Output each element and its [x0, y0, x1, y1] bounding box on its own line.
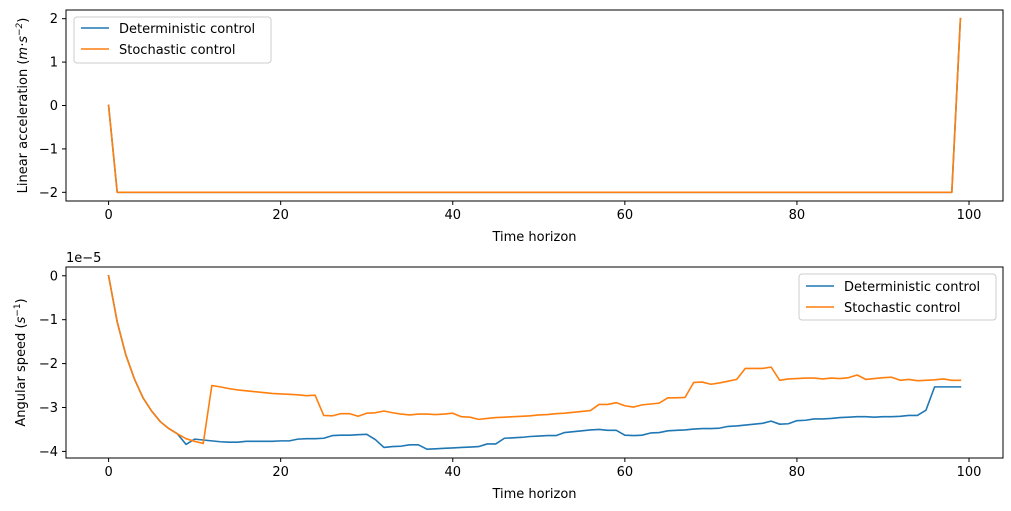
- top-x-tick-label: 40: [444, 208, 461, 223]
- top-legend: Deterministic control Stochastic control: [73, 16, 272, 64]
- bot-x-tick-label: 100: [957, 465, 982, 480]
- bot-x-tick-label: 80: [789, 465, 806, 480]
- bottom-legend-stochastic-label: Stochastic control: [844, 301, 960, 316]
- bottom-axes-frame: [65, 266, 1004, 459]
- bottom-legend-deterministic-label: Deterministic control: [844, 280, 980, 295]
- bot-y-tick-label: −3: [39, 401, 58, 416]
- bottom-y-axis-label: Angular speed (s−1): [13, 298, 29, 426]
- top-y-axis-label: Linear acceleration (m·s−2): [15, 18, 31, 194]
- top-x-axis-label: Time horizon: [491, 230, 576, 245]
- bottom-subplot: 0 20 40 60 80 100 −4 −3 −2 −1 0 1e−5 Time horizon…: [13, 251, 1004, 502]
- bot-stochastic-line: [107, 274, 962, 445]
- bot-y-tick-label: −2: [39, 357, 58, 372]
- bot-x-tick-label: 60: [617, 465, 634, 480]
- bot-x-tick-label: 40: [444, 465, 461, 480]
- top-x-tick-label: 60: [617, 208, 634, 223]
- top-x-tick-label: 100: [957, 208, 982, 223]
- bottom-offset-text: 1e−5: [66, 251, 101, 266]
- top-x-tick-label: 80: [789, 208, 806, 223]
- top-y-ticks: −2 −1 0 1 2: [39, 12, 66, 201]
- top-y-tick-label: 0: [50, 99, 58, 114]
- bot-x-tick-label: 0: [104, 465, 112, 480]
- bottom-legend-box: [798, 273, 997, 321]
- bottom-x-ticks: 0 20 40 60 80 100: [104, 458, 981, 480]
- top-series-lines: [107, 17, 962, 194]
- bottom-y-ticks: −4 −3 −2 −1 0: [39, 269, 66, 460]
- top-stochastic-line: [107, 17, 962, 194]
- bot-y-tick-label: −1: [39, 313, 58, 328]
- bot-y-tick-label: 0: [50, 269, 58, 284]
- bottom-series-lines: [107, 274, 962, 451]
- bottom-x-axis-label: Time horizon: [491, 487, 576, 502]
- bot-y-tick-label: −4: [39, 445, 58, 460]
- top-x-tick-label: 20: [272, 208, 289, 223]
- top-x-ticks: 0 20 40 60 80 100: [104, 201, 981, 223]
- bot-deterministic-line: [107, 274, 962, 451]
- bot-x-tick-label: 20: [272, 465, 289, 480]
- top-legend-stochastic-label: Stochastic control: [119, 43, 235, 58]
- bottom-legend: Deterministic control Stochastic control: [798, 273, 997, 321]
- top-y-tick-label: 2: [50, 12, 58, 27]
- top-y-tick-label: 1: [50, 56, 58, 71]
- top-y-tick-label: −2: [39, 186, 58, 201]
- top-legend-box: [73, 16, 272, 64]
- top-x-tick-label: 0: [104, 208, 112, 223]
- top-subplot: 0 20 40 60 80 100 −2 −1 0 1 2 Time horizon Linear…: [15, 9, 1004, 245]
- top-legend-deterministic-label: Deterministic control: [119, 22, 255, 37]
- top-y-tick-label: −1: [39, 142, 58, 157]
